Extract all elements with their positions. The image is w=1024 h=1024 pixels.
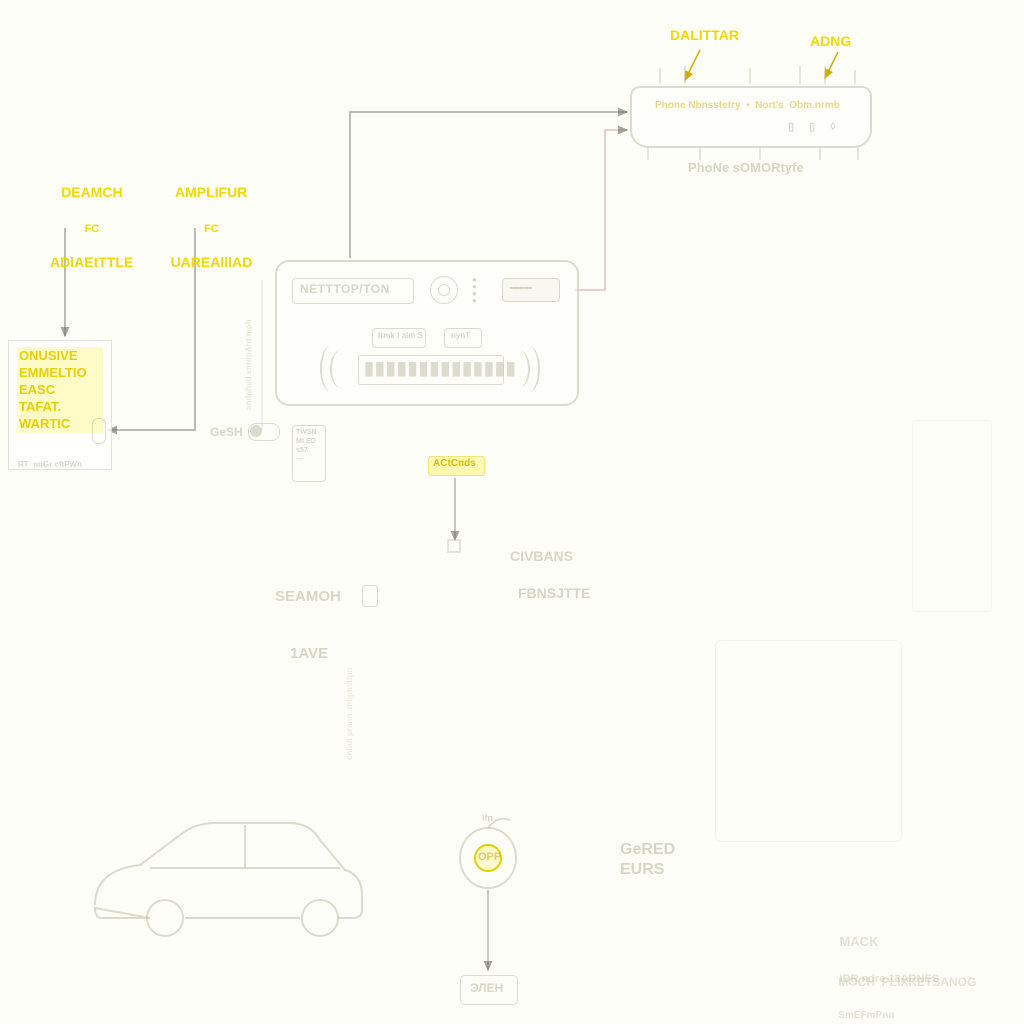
side-panel: ONUSIVE EMMELTIO EASC TAFAT. WARTIC [8,340,112,470]
deamch-line3: ADlAEtTTLE [50,254,133,270]
ghost-strip [912,420,992,612]
bottom-tag-text: ЭЛЕН [470,981,503,995]
gesh-label: GeSH [210,425,243,439]
small-stack-text: TWSNMt EDs57— [296,428,317,464]
device-title: NETTTOP/TON [300,282,390,296]
faint-1ave: 1AVE [290,645,328,662]
panel-l1: ONUSIVE [19,348,101,365]
faint-civbans: CIVBANS [510,548,573,564]
panel-l5: WARTIC [19,416,101,433]
faint-seamoh: SEAMOH [275,588,341,605]
right-block-2: MOCH PLIXKETSANOG SmEFmPnn [825,958,976,1024]
panel-l3: EASC [19,382,101,399]
ghost-block [715,640,902,842]
vertical-faint-text-2: cnbdt prann tnbphsttpn [345,668,354,760]
deamch-line2: FC [85,223,100,235]
label-adng: ADNG [810,33,851,51]
tiny-box-icon [362,585,378,607]
label-deamch: DEAMCH FC ADlAEtTTLE [35,166,133,289]
panel-l4: TAFAT. [19,399,101,416]
panel-subcaption: RT nnGr cftPWn [18,460,82,469]
rb-l1: MACK [839,934,878,949]
highlight-small-text: ACtCnds [433,458,476,471]
mini-box-1-text: Irmk I alm S [378,331,423,340]
vertical-faint-text: andphsd snrdpArd mph [244,319,253,410]
router-inner-text: Phone Nbnsstetry • Nort's Obm.nrmb [655,100,840,111]
sound-arc-left-2 [320,346,342,392]
router-node [630,86,872,148]
faint-fbnsjtte: FBNSJTTE [518,585,590,601]
router-caption: PhoNe sOMORtyfe [688,160,804,175]
key-top-small: ifn [482,813,493,823]
sound-arc-right-2 [518,346,540,392]
speaker-bars: ▮▮▮▮▮▮▮▮▮▮▮▮▮▮ [364,358,517,379]
amplifur-line3: UAREAlllAD [171,254,253,270]
rb-l4: SmEFmPnn [838,1010,894,1021]
dots-icon: ●●●● [472,276,477,304]
toggle-knob-icon [250,425,262,437]
panel-toggle-icon [92,418,106,444]
dial-center-icon [438,284,450,296]
diagram-canvas: DALITTAR ADNG Phone Nbnsstetry • Nort's … [0,0,1024,1024]
mini-box-2-text: nynT [451,331,470,340]
panel-l2: EMMELTIO [19,365,101,382]
amplifur-line1: AMPLIFUR [175,184,247,200]
slot-inner: ━━━━ [510,283,532,294]
deamch-line1: DEAMCH [61,184,122,200]
router-icons: ▯ ▯ ◊ [788,120,842,133]
label-dalittar: DALITTAR [670,27,739,45]
faint-gered: GeRED EURS [620,840,675,880]
key-label: OPP [478,851,501,863]
amplifur-line2: FC [204,223,219,235]
rb-l3: MOCH PLIXKETSANOG [838,975,976,989]
connection-lines [0,0,1024,1024]
label-amplifur: AMPLIFUR FC UAREAlllAD [155,166,252,289]
